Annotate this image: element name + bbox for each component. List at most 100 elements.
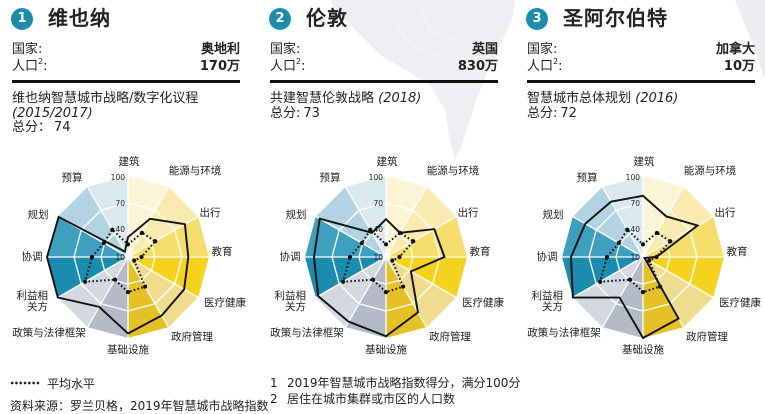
average-level-marker xyxy=(640,242,646,247)
population-label-colon: : xyxy=(558,59,563,74)
rank-number: 3 xyxy=(532,11,542,26)
source-note: 资料来源：罗兰贝格，2019年智慧城市战略指数 xyxy=(10,399,269,413)
city-score-line xyxy=(46,215,190,335)
average-level-marker xyxy=(359,240,364,246)
average-level-marker xyxy=(616,240,621,246)
radar-axis-label: 预算 xyxy=(577,171,598,184)
radar-axis-line xyxy=(344,256,387,328)
footnote-1: 1 2019年智慧城市战略指数得分，满分100分 xyxy=(270,375,520,391)
average-level-marker xyxy=(89,254,95,260)
radar-axis-label: 关方 xyxy=(285,300,306,313)
total-score: 总分: 72 xyxy=(527,105,755,122)
average-level-marker xyxy=(347,254,353,260)
rank-number: 1 xyxy=(17,11,27,26)
radar-axis-label: 医疗健康 xyxy=(204,296,246,309)
footnote-text: 居住在城市集群或市区的人口数 xyxy=(287,392,456,406)
radar-scale-tick: 70 xyxy=(630,199,640,208)
radar-scale-tick: 100 xyxy=(626,173,641,182)
map-corner-shape xyxy=(735,0,765,80)
average-level-marker xyxy=(390,258,395,263)
city-title: 圣阿尔伯特 xyxy=(563,6,668,30)
country-value: 英国 xyxy=(471,42,498,57)
divider-rule xyxy=(270,80,498,83)
radar-wedge xyxy=(572,186,643,257)
radar-axis-line xyxy=(127,215,199,258)
radar-wedge xyxy=(57,186,128,257)
population-row: 人口2: 170万 xyxy=(12,58,240,75)
radar-wedge xyxy=(128,186,199,257)
radar-axis-line xyxy=(315,215,387,258)
score-value: 72 xyxy=(560,105,577,121)
radar-scale-tick: 70 xyxy=(115,199,125,208)
footnote-text: 2019年智慧城市战略指数得分，满分100分 xyxy=(287,376,521,390)
average-level-marker xyxy=(625,227,630,232)
average-level-marker xyxy=(153,239,158,244)
city-column-vienna: 1 维也纳 国家: 奥地利 人口2: 170万 维也纳智慧城市战略/数字化议程 … xyxy=(11,0,240,140)
radar-wedge xyxy=(643,257,724,298)
strategy-year: (2018) xyxy=(378,91,422,106)
score-value: 73 xyxy=(303,105,320,121)
radar-axis-label: 建筑 xyxy=(377,155,398,168)
average-level-marker xyxy=(598,279,603,284)
radar-axis-label: 政策与法律框架 xyxy=(12,326,86,339)
radar-scale-tick: 10 xyxy=(630,253,640,262)
radar-wedge xyxy=(345,176,386,257)
map-border-lines xyxy=(394,4,471,61)
radar-wedge xyxy=(602,176,643,257)
radar-axis-label: 规划 xyxy=(28,208,49,221)
population-value: 830万 xyxy=(457,59,498,74)
average-level-marker xyxy=(143,284,148,289)
population-row: 人口2: 10万 xyxy=(527,58,755,75)
radar-wedge xyxy=(386,257,427,338)
score-label: 总分： xyxy=(12,120,52,135)
radar-axis-label: 政府管理 xyxy=(171,330,213,343)
country-label: 国家: xyxy=(527,42,558,57)
radar-scale-tick: 70 xyxy=(373,199,383,208)
radar-wedge xyxy=(572,257,643,328)
radar-axis-line xyxy=(385,256,428,328)
radar-axis-label: 医疗健康 xyxy=(719,296,761,309)
radar-axis-label: 基础设施 xyxy=(622,343,664,356)
strategy-name: 维也纳智慧城市战略/数字化议程 xyxy=(12,91,199,106)
average-level-marker xyxy=(654,230,660,235)
radar-wedge xyxy=(128,257,209,298)
strategy-name: 智慧城市总体规划 xyxy=(527,91,632,106)
radar-scale-tick: 10 xyxy=(115,253,125,262)
score-value: 74 xyxy=(54,120,71,135)
radar-wedge xyxy=(643,186,714,257)
radar-axis-label: 教育 xyxy=(212,245,233,258)
city-column-st-albert: 3 圣阿尔伯特 国家: 加拿大 人口2: 10万 智慧城市总体规划 (2016)… xyxy=(526,0,755,140)
radar-axis-label: 政策与法律框架 xyxy=(527,326,601,339)
radar-axis-label: 基础设施 xyxy=(365,343,407,356)
radar-axis-label: 能源与环境 xyxy=(427,164,480,177)
average-level-marker xyxy=(370,277,376,282)
city-title: 伦敦 xyxy=(306,6,348,30)
average-level-marker xyxy=(368,227,373,232)
radar-axis-label: 建筑 xyxy=(634,155,655,168)
radar-axis-label: 规划 xyxy=(543,208,564,221)
radar-axis-line xyxy=(127,186,170,258)
radar-wedge xyxy=(386,257,467,298)
radar-axis-line xyxy=(86,256,129,328)
radar-axis-line xyxy=(385,215,457,258)
strategy-year: (2016) xyxy=(635,91,679,106)
radar-wedge xyxy=(87,257,128,338)
radar-axis-label: 预算 xyxy=(62,171,83,184)
population-value: 10万 xyxy=(723,59,755,74)
radar-axis-label: 出行 xyxy=(458,206,479,219)
footnote-ref: 2 xyxy=(38,57,44,66)
average-level-marker xyxy=(139,230,145,235)
radar-axis-label: 协调 xyxy=(280,250,301,263)
radar-axis-label: 关方 xyxy=(542,300,563,313)
radar-axis-line xyxy=(642,215,714,258)
divider-rule xyxy=(12,80,240,83)
country-row: 国家: 奥地利 xyxy=(12,41,240,58)
radar-axis-label: 能源与环境 xyxy=(169,164,222,177)
radar-axis-line xyxy=(642,186,685,258)
radar-wedge xyxy=(87,176,128,257)
radar-scale-tick: 40 xyxy=(373,225,383,234)
strategy-name: 共建智慧伦敦战略 xyxy=(270,91,375,106)
radar-axis-line xyxy=(385,256,457,299)
dotted-line-swatch xyxy=(10,381,40,385)
